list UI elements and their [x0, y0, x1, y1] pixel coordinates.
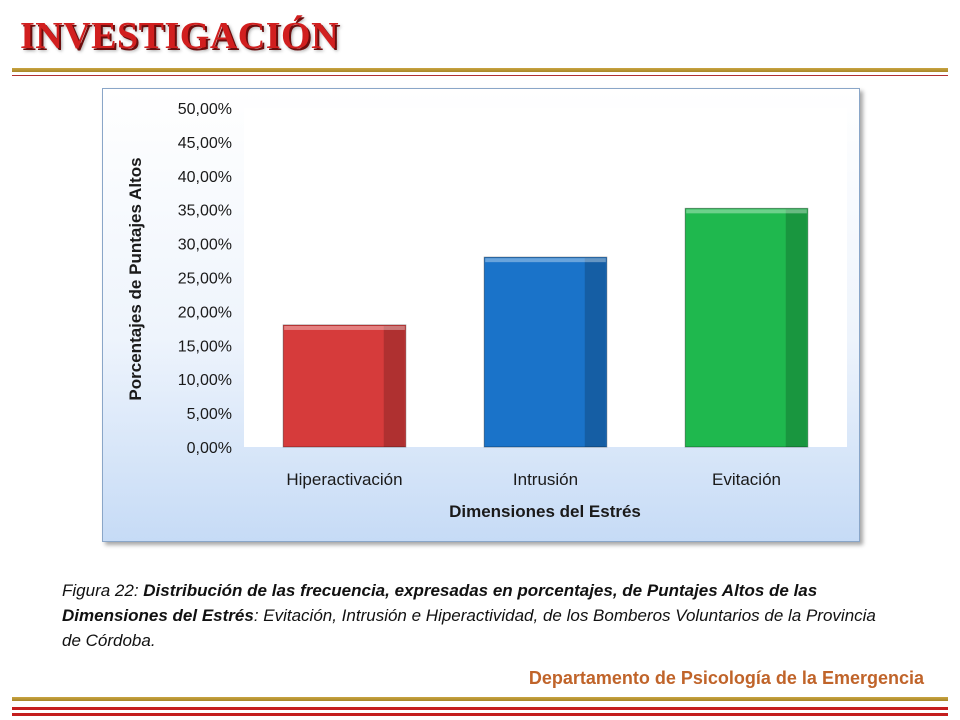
x-tick-label: Intrusión [513, 470, 578, 489]
bar-chart: 0,00% 5,00% 10,00% 15,00% 20,00% 25,00% 30,00%… [102, 88, 860, 542]
x-axis-ticks: Hiperactivación Intrusión Evitación [286, 470, 781, 489]
slide-title: INVESTIGACIÓN [20, 15, 340, 57]
bar-evitación [684, 207, 809, 448]
bottom-red-rule-2 [12, 713, 948, 716]
y-tick-label: 45,00% [178, 135, 232, 152]
bar-shade [785, 209, 807, 447]
y-tick-label: 5,00% [187, 406, 232, 423]
bar-highlight [284, 325, 405, 330]
caption-description: : Evitación, Intrusión e Hiperactividad,… [62, 606, 876, 650]
caption-figure-number: Figura 22: [62, 581, 144, 600]
y-tick-label: 25,00% [178, 271, 232, 288]
y-tick-label: 15,00% [178, 338, 232, 355]
figure-caption: Figura 22: Distribución de las frecuenci… [62, 578, 892, 653]
y-tick-label: 10,00% [178, 372, 232, 389]
top-gold-rule [12, 68, 948, 72]
top-red-rule [12, 75, 948, 76]
bar-shade [383, 325, 405, 447]
bar-chart-svg: 0,00% 5,00% 10,00% 15,00% 20,00% 25,00% 30,00%… [126, 101, 847, 521]
x-tick-label: Hiperactivación [286, 470, 402, 489]
x-tick-label: Evitación [712, 470, 781, 489]
bar-hiperactivación [282, 324, 407, 448]
caption-title: Distribución de las frecuencia, expresad… [62, 581, 818, 625]
bar-highlight [485, 258, 606, 263]
y-axis-ticks: 0,00% 5,00% 10,00% 15,00% 20,00% 25,00% 30,00%… [178, 101, 232, 457]
y-tick-label: 50,00% [178, 101, 232, 118]
y-tick-label: 35,00% [178, 203, 232, 220]
y-tick-label: 20,00% [178, 304, 232, 321]
bottom-gold-rule [12, 697, 948, 701]
x-axis-label: Dimensiones del Estrés [449, 502, 641, 521]
y-tick-label: 0,00% [187, 440, 232, 457]
department-footer: Departamento de Psicología de la Emergen… [528, 668, 924, 688]
bar-shade [584, 258, 606, 447]
y-axis-label: Porcentajes de Puntajes Altos [126, 157, 145, 400]
y-tick-label: 30,00% [178, 237, 232, 254]
bars [282, 207, 809, 448]
bar-intrusión [483, 256, 608, 448]
y-tick-label: 40,00% [178, 169, 232, 186]
bar-highlight [686, 209, 807, 214]
bottom-red-rule [12, 707, 948, 710]
